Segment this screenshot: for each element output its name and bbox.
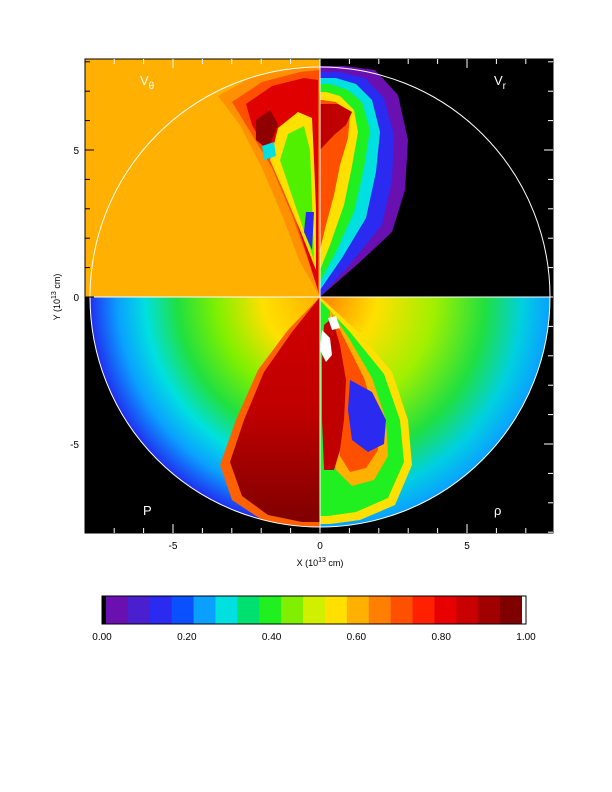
colorbar-cell xyxy=(390,596,414,624)
quad-v-r-field xyxy=(320,59,553,297)
colorbar-cell xyxy=(106,596,129,624)
quad-v-theta-label: Vθ xyxy=(140,73,155,92)
colorbar-cell xyxy=(412,596,436,624)
quad-density-label: ρ xyxy=(494,503,501,518)
colorbar-cell xyxy=(237,596,260,624)
colorbar-tick-label: 0.40 xyxy=(262,632,282,643)
colorbar-tick-label: 1.00 xyxy=(516,632,536,643)
x-tick-label: 0 xyxy=(317,541,323,552)
colorbar-tick-label: 0.60 xyxy=(347,632,367,643)
x-axis-ticks: -5 0 5 xyxy=(113,59,527,552)
colorbar-cell xyxy=(522,596,526,624)
colorbar-cell xyxy=(324,596,348,624)
colorbar-cell xyxy=(368,596,392,624)
colorbar-tick-label: 0.80 xyxy=(431,632,451,643)
y-tick-label: 0 xyxy=(73,293,79,304)
x-tick-label: -5 xyxy=(169,541,178,552)
colorbar-cell xyxy=(127,596,151,624)
colorbar-tick-label: 0.20 xyxy=(177,632,197,643)
colorbar-frame xyxy=(101,595,527,625)
y-axis-title: Y (1013 cm) xyxy=(51,274,62,321)
colorbar-cell xyxy=(346,596,370,624)
quad-pressure-label: P xyxy=(143,503,152,518)
quad-v-theta-field xyxy=(85,59,320,297)
colorbar-tick-label: 0.00 xyxy=(92,632,112,643)
plot-frame xyxy=(84,58,554,534)
colorbar-cell xyxy=(215,596,238,624)
colorbar-cell xyxy=(281,596,304,624)
colorbar-cell xyxy=(500,596,523,624)
colorbar-cell xyxy=(149,596,173,624)
colorbar-ticks: 0.00 0.20 0.40 0.60 0.80 1.00 xyxy=(92,632,536,643)
colorbar: 0.00 0.20 0.40 0.60 0.80 1.00 xyxy=(92,595,536,643)
colorbar-cell xyxy=(434,596,457,624)
x-axis-title: X (1013 cm) xyxy=(297,557,344,568)
colorbar-cell xyxy=(478,596,501,624)
colorbar-cell xyxy=(303,596,326,624)
colorbar-cell xyxy=(171,596,195,624)
quad-v-r-label: Vr xyxy=(494,73,507,92)
quadrant-labels: Vθ Vr P ρ xyxy=(140,73,507,518)
colorbar-cell xyxy=(259,596,282,624)
plot-area xyxy=(85,59,553,533)
colorbar-cell xyxy=(102,596,106,624)
y-axis-ticks: -5 0 5 xyxy=(70,61,553,533)
x-tick-label: 5 xyxy=(464,541,470,552)
colorbar-cell xyxy=(456,596,479,624)
y-tick-label: 5 xyxy=(73,146,79,157)
colorbar-cell xyxy=(193,596,217,624)
colorbar-cells xyxy=(102,596,526,624)
y-tick-label: -5 xyxy=(70,440,79,451)
